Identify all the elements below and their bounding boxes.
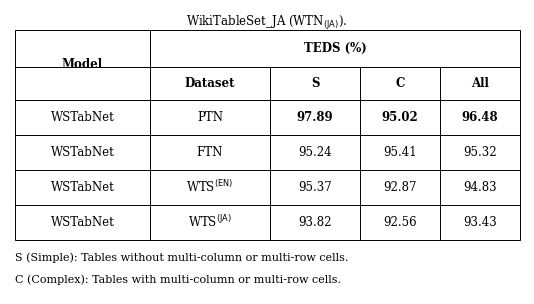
Text: 93.43: 93.43 — [463, 216, 497, 229]
Text: WSTabNet: WSTabNet — [51, 111, 114, 124]
Text: WSTabNet: WSTabNet — [51, 146, 114, 159]
Text: WSTabNet: WSTabNet — [51, 216, 114, 229]
Text: 96.48: 96.48 — [462, 111, 498, 124]
Text: 93.82: 93.82 — [299, 216, 332, 229]
Text: All: All — [471, 77, 489, 90]
Text: 95.02: 95.02 — [382, 111, 418, 124]
Text: PTN: PTN — [197, 111, 223, 124]
Text: Model: Model — [62, 58, 103, 71]
Text: 92.56: 92.56 — [383, 216, 417, 229]
Text: 95.32: 95.32 — [463, 146, 497, 159]
Text: WTS$^{\mathrm{(EN)}}$: WTS$^{\mathrm{(EN)}}$ — [186, 180, 233, 195]
Text: S: S — [311, 77, 319, 90]
Text: WSTabNet: WSTabNet — [51, 181, 114, 194]
Text: 97.89: 97.89 — [297, 111, 333, 124]
Text: TEDS (%): TEDS (%) — [304, 42, 366, 55]
Text: 95.41: 95.41 — [383, 146, 417, 159]
Text: S (Simple): Tables without multi-column or multi-row cells.: S (Simple): Tables without multi-column … — [15, 252, 348, 263]
Text: FTN: FTN — [197, 146, 223, 159]
Text: 94.83: 94.83 — [463, 181, 497, 194]
Text: WikiTableSet_JA (WTN$_{\mathrm{(JA)}}$).: WikiTableSet_JA (WTN$_{\mathrm{(JA)}}$). — [186, 14, 348, 32]
Text: 92.87: 92.87 — [383, 181, 417, 194]
Text: 95.37: 95.37 — [298, 181, 332, 194]
Text: C: C — [395, 77, 405, 90]
Text: 95.24: 95.24 — [298, 146, 332, 159]
Text: WTS$^{\mathrm{(JA)}}$: WTS$^{\mathrm{(JA)}}$ — [188, 215, 232, 230]
Text: Dataset: Dataset — [185, 77, 235, 90]
Text: C (Complex): Tables with multi-column or multi-row cells.: C (Complex): Tables with multi-column or… — [15, 274, 341, 285]
